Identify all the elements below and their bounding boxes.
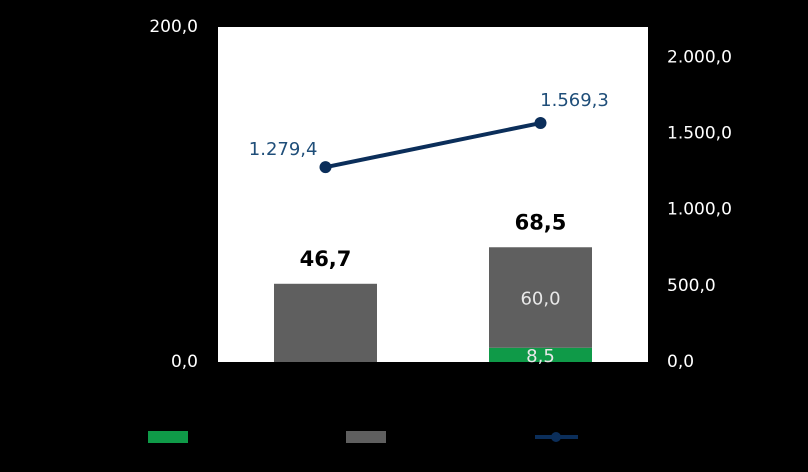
y2-tick-label: 1.500,0 <box>667 124 732 144</box>
y2-tick-label: 0,0 <box>667 352 694 372</box>
bar <box>489 247 592 348</box>
bar <box>489 347 592 362</box>
line <box>325 121 541 170</box>
total-label: 68,5 <box>515 210 567 234</box>
legend-swatch <box>148 431 188 443</box>
y-tick-label: 0,0 <box>171 352 198 372</box>
total-label: 46,7 <box>300 247 352 271</box>
y2-tick-label: 2.000,0 <box>667 47 732 67</box>
y2-tick-label: 1.000,0 <box>667 200 732 220</box>
line-marker <box>319 161 332 174</box>
data-label: 1.279,4 <box>249 139 318 160</box>
bar <box>274 283 377 362</box>
y2-tick-label: 500,0 <box>667 276 716 296</box>
data-label: 8,5 <box>526 346 555 367</box>
data-label: 60,0 <box>520 289 560 310</box>
legend-swatch <box>346 431 386 443</box>
y-tick-label: 200,0 <box>149 17 198 37</box>
legend-swatch <box>551 432 561 442</box>
data-label: 1.569,3 <box>540 90 609 111</box>
line-marker <box>534 117 547 130</box>
